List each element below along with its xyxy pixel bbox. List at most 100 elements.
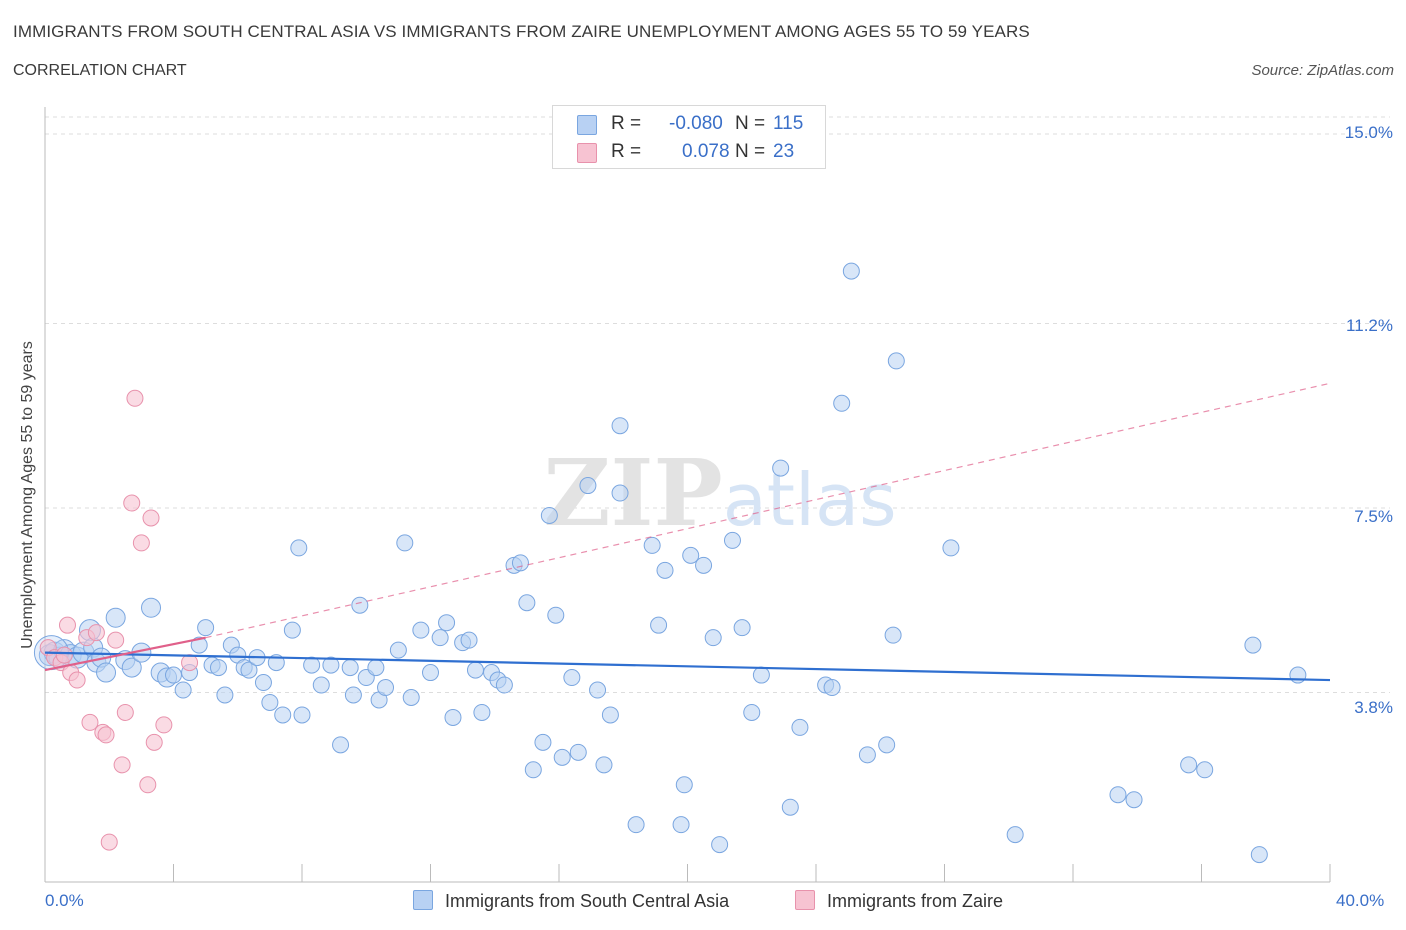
legend-r-label: R = [611, 113, 642, 134]
data-point-zaire [126, 389, 144, 407]
data-point-south-central-asia [752, 666, 770, 684]
data-point-south-central-asia [261, 693, 279, 711]
bottom-legend-swatch-blue [413, 890, 433, 910]
data-point-south-central-asia [240, 661, 258, 679]
data-point-south-central-asia [1109, 786, 1127, 804]
data-point-south-central-asia [389, 641, 407, 659]
data-point-south-central-asia [1196, 761, 1214, 779]
data-point-south-central-asia [656, 561, 674, 579]
data-point-south-central-asia [377, 679, 395, 697]
data-point-south-central-asia [121, 657, 142, 678]
data-point-south-central-asia [518, 594, 536, 612]
data-point-south-central-asia [141, 597, 162, 618]
data-point-south-central-asia [444, 708, 462, 726]
data-point-south-central-asia [96, 662, 117, 683]
data-point-south-central-asia [695, 556, 713, 574]
data-point-south-central-asia [675, 776, 693, 794]
data-point-south-central-asia [781, 798, 799, 816]
data-point-south-central-asia [209, 659, 227, 677]
data-point-south-central-asia [547, 606, 565, 624]
data-point-south-central-asia [1244, 636, 1262, 654]
data-point-south-central-asia [473, 703, 491, 721]
data-point-south-central-asia [858, 746, 876, 764]
legend-r-label: R = [611, 141, 642, 162]
data-point-south-central-asia [711, 836, 729, 854]
data-point-zaire [116, 703, 134, 721]
data-point-south-central-asia [412, 621, 430, 639]
data-point-south-central-asia [743, 703, 761, 721]
bottom-legend-swatch-pink [795, 890, 815, 910]
data-point-south-central-asia [105, 607, 126, 628]
data-point-zaire [155, 716, 173, 734]
legend-n-value: 23 [773, 141, 795, 162]
data-point-south-central-asia [823, 679, 841, 697]
legend-n-label: N = [735, 141, 766, 162]
data-point-south-central-asia [290, 539, 308, 557]
data-point-south-central-asia [643, 536, 661, 554]
data-point-zaire [55, 646, 73, 664]
data-point-south-central-asia [579, 477, 597, 495]
data-point-south-central-asia [878, 736, 896, 754]
data-point-zaire [107, 631, 125, 649]
data-point-south-central-asia [524, 761, 542, 779]
y-tick-label: 15.0% [1344, 123, 1393, 142]
data-point-south-central-asia [540, 506, 558, 524]
data-point-south-central-asia [344, 686, 362, 704]
legend-swatch-blue [577, 115, 597, 135]
data-point-zaire [100, 833, 118, 851]
data-point-south-central-asia [312, 676, 330, 694]
data-point-south-central-asia [589, 681, 607, 699]
data-point-south-central-asia [682, 546, 700, 564]
data-point-south-central-asia [511, 554, 529, 572]
watermark: ZIPatlas [543, 439, 896, 547]
data-point-south-central-asia [322, 656, 340, 674]
data-point-zaire [97, 726, 115, 744]
data-point-south-central-asia [1006, 826, 1024, 844]
data-point-south-central-asia [569, 743, 587, 761]
legend-n-value: 115 [773, 113, 804, 134]
data-point-zaire [87, 624, 105, 642]
data-point-south-central-asia [422, 664, 439, 682]
y-axis-label: Unemployment Among Ages 55 to 59 years [19, 341, 36, 649]
data-point-south-central-asia [842, 262, 860, 280]
data-point-south-central-asia [887, 352, 905, 370]
data-point-south-central-asia [197, 619, 215, 637]
data-point-south-central-asia [367, 659, 385, 677]
data-point-south-central-asia [611, 484, 629, 502]
data-point-south-central-asia [601, 706, 619, 724]
data-point-south-central-asia [733, 619, 751, 637]
correlation-legend: R = -0.080 N = 115 R = 0.078 N = 23 [552, 105, 826, 169]
data-point-zaire [132, 534, 150, 552]
y-tick-label: 3.8% [1354, 698, 1393, 717]
data-point-zaire [145, 733, 163, 751]
data-point-south-central-asia [942, 539, 960, 557]
data-point-south-central-asia [495, 676, 513, 694]
legend-swatch-pink [577, 143, 597, 163]
data-point-south-central-asia [672, 816, 690, 834]
data-point-south-central-asia [884, 626, 902, 644]
data-point-south-central-asia [351, 596, 369, 614]
data-point-south-central-asia [833, 394, 851, 412]
y-tick-label: 7.5% [1354, 507, 1393, 526]
data-point-south-central-asia [303, 656, 321, 674]
data-point-zaire [81, 713, 99, 731]
data-point-south-central-asia [332, 736, 350, 754]
data-point-south-central-asia [466, 661, 484, 679]
data-point-zaire [68, 671, 86, 689]
data-point-south-central-asia [174, 681, 192, 699]
data-point-zaire [181, 654, 199, 672]
data-point-south-central-asia [650, 616, 668, 634]
data-point-zaire [142, 509, 160, 527]
source-credit: Source: ZipAtlas.com [1251, 62, 1394, 79]
bottom-legend-label: Immigrants from Zaire [827, 891, 1004, 911]
data-point-south-central-asia [396, 534, 414, 552]
data-point-south-central-asia [534, 733, 552, 751]
data-point-south-central-asia [460, 631, 478, 649]
data-point-south-central-asia [1289, 666, 1307, 684]
data-point-south-central-asia [553, 748, 571, 766]
data-point-south-central-asia [293, 706, 311, 724]
data-point-south-central-asia [723, 531, 741, 549]
data-point-south-central-asia [438, 614, 456, 632]
legend-r-value: -0.080 [669, 113, 723, 134]
